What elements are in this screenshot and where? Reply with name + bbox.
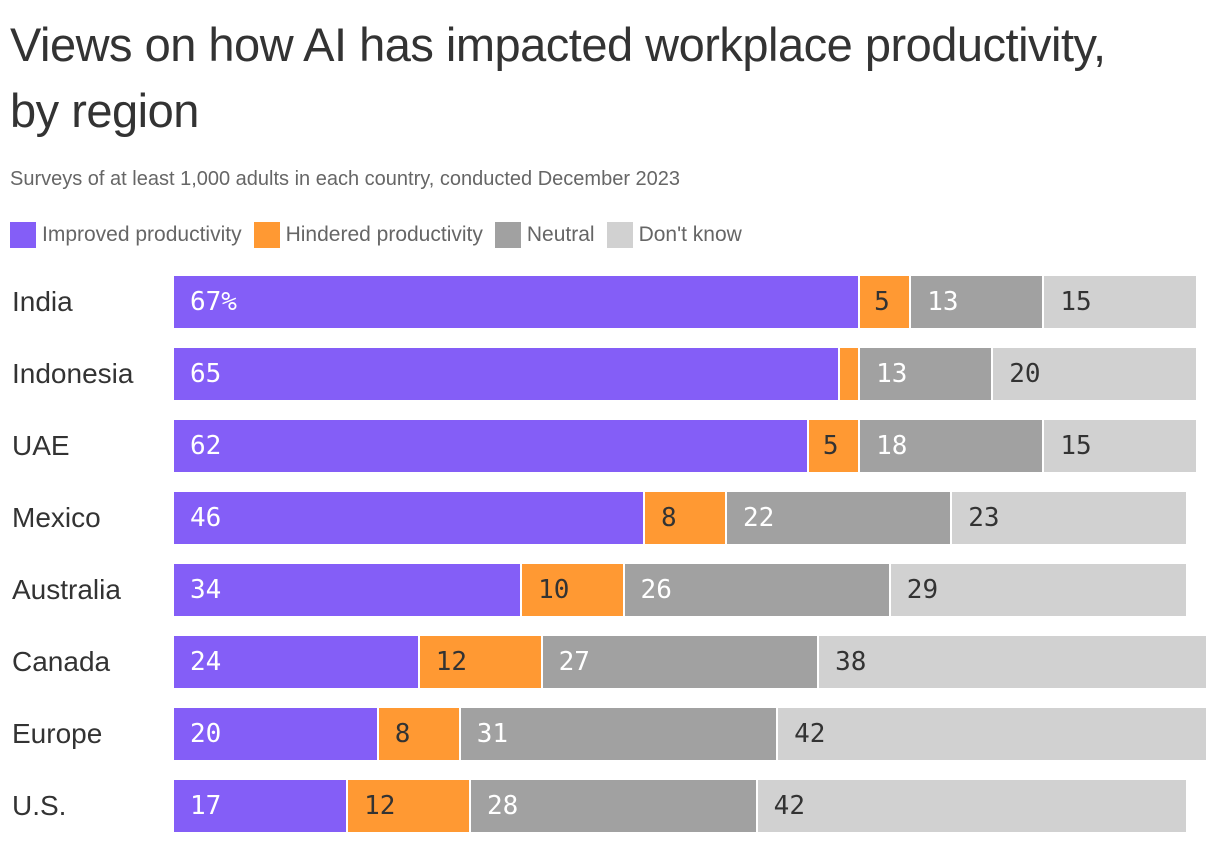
- data-label: 12: [435, 647, 468, 677]
- bar-segment-hindered-productivity: 8: [645, 492, 725, 544]
- bar-segment-hindered-productivity: [839, 348, 859, 400]
- bar-segment-improved-productivity: 20: [174, 708, 377, 760]
- legend: Improved productivity Hindered productivi…: [10, 222, 742, 248]
- data-label: 15: [1060, 287, 1092, 317]
- data-label: 38: [835, 647, 867, 677]
- bar-segment-hindered-productivity: 12: [419, 636, 541, 688]
- data-label: 20: [190, 719, 222, 749]
- data-label: 62: [190, 431, 222, 461]
- category-label: Australia: [12, 574, 121, 605]
- legend-label: Don't know: [638, 223, 742, 246]
- category-label: UAE: [12, 430, 70, 461]
- data-label: 13: [927, 287, 959, 317]
- bar-segment-hindered-productivity: 12: [348, 780, 469, 832]
- data-label: 15: [1060, 431, 1092, 461]
- data-label: 13: [876, 359, 908, 389]
- data-label: 8: [394, 719, 411, 749]
- data-label: 10: [538, 575, 570, 605]
- bar-segment-neutral: 13: [860, 348, 992, 400]
- legend-label: Hindered productivity: [285, 223, 483, 246]
- data-label: 20: [1009, 359, 1041, 389]
- bar-segment-don-t-know: 15: [1044, 276, 1196, 328]
- chart-subtitle: Surveys of at least 1,000 adults in each…: [10, 168, 681, 190]
- data-label: 28: [486, 791, 519, 821]
- category-label: U.S.: [12, 790, 67, 821]
- bar-segment-improved-productivity: 24: [174, 636, 418, 688]
- legend-swatch: [494, 222, 521, 248]
- bar-segment-neutral: 31: [460, 708, 777, 760]
- legend-item: Don't know: [606, 222, 742, 248]
- bar-segment-neutral: 22: [726, 492, 951, 544]
- data-label: 67%: [190, 287, 237, 317]
- data-label: 24: [190, 647, 222, 677]
- legend-label: Improved productivity: [42, 223, 242, 246]
- data-label: 5: [874, 287, 890, 317]
- category-label: Europe: [12, 718, 103, 749]
- stacked-bar-chart: India 67% 5 13 15 Indonesia 65 13 20 UAE 62 5 18 15 Me…: [0, 276, 1220, 844]
- bar-segment-don-t-know: 15: [1044, 420, 1196, 472]
- data-label: 23: [968, 503, 1000, 533]
- bar-segment-improved-productivity: 62: [174, 420, 807, 472]
- data-label: 27: [558, 647, 590, 677]
- data-label: 18: [876, 431, 908, 461]
- category-label: Indonesia: [12, 358, 134, 389]
- data-label: 65: [190, 359, 222, 389]
- bar-segment-improved-productivity: 67%: [174, 276, 859, 328]
- bar-segment-neutral: 28: [470, 780, 756, 832]
- data-label: 5: [822, 431, 839, 461]
- data-label: 29: [906, 575, 939, 605]
- bar-segment-don-t-know: 23: [952, 492, 1186, 544]
- bar-segment-don-t-know: 20: [993, 348, 1196, 400]
- legend-item: Hindered productivity: [253, 222, 483, 248]
- bar-segment-hindered-productivity: 5: [808, 420, 859, 472]
- data-label: 22: [742, 503, 775, 533]
- bar-segment-neutral: 27: [542, 636, 818, 688]
- legend-swatch: [606, 222, 633, 248]
- bar-segment-don-t-know: 42: [757, 780, 1186, 832]
- data-label: 46: [190, 503, 222, 533]
- data-label: 34: [190, 575, 222, 605]
- legend-item: Neutral: [494, 222, 595, 248]
- legend-item: Improved productivity: [10, 222, 242, 248]
- data-label: 8: [661, 503, 677, 533]
- bar-segment-neutral: 13: [911, 276, 1043, 328]
- data-label: 12: [364, 791, 396, 821]
- category-label: Mexico: [12, 502, 101, 533]
- legend-swatch: [253, 222, 280, 248]
- legend-label: Neutral: [526, 223, 595, 246]
- bar-segment-improved-productivity: 34: [174, 564, 521, 616]
- bar-segment-don-t-know: 29: [890, 564, 1186, 616]
- chart-title: Views on how AI has impacted workplace p…: [10, 18, 1106, 137]
- bar-segment-improved-productivity: 17: [174, 780, 347, 832]
- bar-segment-hindered-productivity: 10: [522, 564, 623, 616]
- data-label: 26: [640, 575, 672, 605]
- bar-segment-neutral: 18: [860, 420, 1043, 472]
- bar-segment-neutral: 26: [624, 564, 889, 616]
- bar-segment-improved-productivity: 46: [174, 492, 644, 544]
- bar-segment-hindered-productivity: 8: [378, 708, 459, 760]
- bar-segment-improved-productivity: 65: [174, 348, 838, 400]
- legend-swatch: [10, 222, 36, 248]
- category-label: India: [12, 286, 73, 317]
- data-label: 42: [794, 719, 826, 749]
- bar-segment-hindered-productivity: 5: [860, 276, 910, 328]
- data-label: 17: [190, 791, 222, 821]
- data-label: 42: [773, 791, 805, 821]
- bar-segment-don-t-know: 38: [819, 636, 1207, 688]
- bar-segment-don-t-know: 42: [778, 708, 1207, 760]
- category-label: Canada: [12, 646, 111, 677]
- data-label: 31: [476, 719, 509, 749]
